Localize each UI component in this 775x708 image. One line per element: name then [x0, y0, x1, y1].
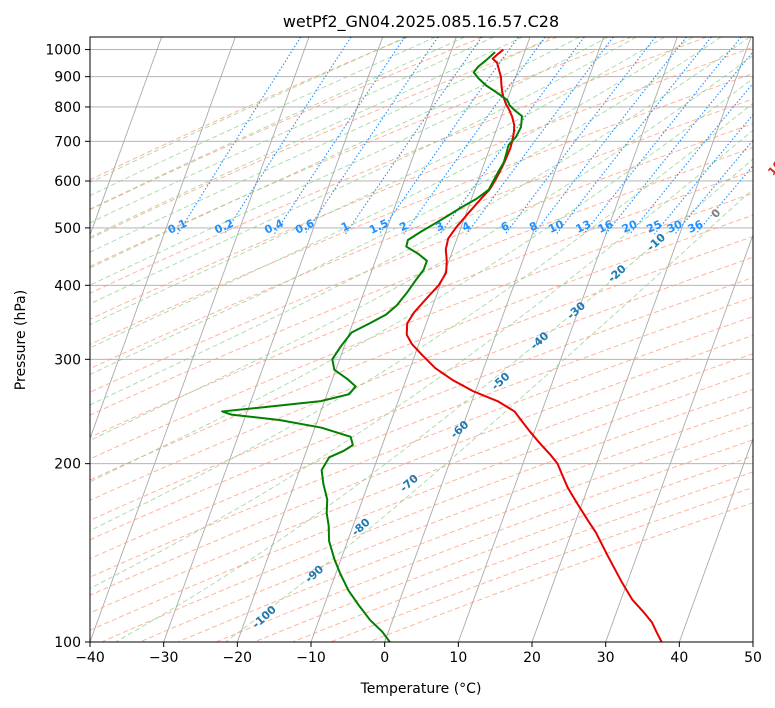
moist-adiabat-line	[225, 188, 753, 642]
x-axis-title: Temperature (°C)	[360, 681, 482, 697]
moist-adiabat-line	[90, 37, 694, 349]
x-tick-label: −20	[223, 650, 253, 666]
dry-adiabat-line	[177, 422, 753, 642]
moist-adiabat-line	[90, 37, 722, 375]
mixing-ratio-line	[605, 50, 753, 235]
isotherm-line	[163, 37, 384, 642]
mixing-ratio-label: 30	[665, 217, 685, 235]
x-tick-label: 30	[597, 650, 615, 666]
moist-adiabat-line	[90, 129, 753, 589]
y-tick-label: 600	[54, 174, 81, 190]
x-tick-label: −40	[75, 650, 105, 666]
y-tick-label: 800	[54, 100, 81, 116]
dry-adiabat-line	[292, 471, 753, 642]
dry-adiabats	[90, 37, 753, 642]
mixing-ratio-label: 13	[574, 218, 593, 236]
moist-adiabat-line	[90, 37, 580, 269]
isotherm-line	[457, 37, 678, 642]
dry-adiabat-line	[90, 192, 753, 460]
y-axis-ticks: 1000 900 800 700 600 500 400 300 200 100	[45, 43, 90, 651]
moist-adiabat-line	[90, 102, 753, 532]
dry-adiabat-line	[90, 37, 483, 211]
y-tick-label: 900	[54, 70, 81, 86]
isotherm-line	[605, 233, 753, 642]
series-lines	[221, 48, 663, 642]
mixing-ratio-line	[654, 113, 753, 235]
x-tick-label: 50	[744, 650, 762, 666]
mixing-ratio-line	[439, 37, 585, 235]
plot-area	[90, 37, 753, 642]
moist-adiabat-line	[90, 37, 494, 224]
mixing-ratio-line	[555, 37, 712, 235]
y-tick-label: 400	[54, 278, 81, 294]
isotherm-line	[90, 37, 236, 440]
mixing-ratio-lines	[177, 37, 753, 235]
isotherm-line	[678, 437, 753, 642]
moist-adiabat-line	[90, 37, 750, 406]
x-tick-label: −10	[296, 650, 326, 666]
dry-adiabat-line	[215, 439, 753, 642]
mixing-ratio-label: 16	[596, 217, 616, 235]
dry-adiabat-line	[90, 98, 753, 370]
y-tick-label: 100	[54, 635, 81, 651]
moist-adiabat-line	[115, 158, 753, 642]
moist-adiabat-line	[90, 55, 753, 441]
dry-adiabat-line	[90, 277, 753, 541]
mixing-ratio-label: 20	[620, 217, 640, 235]
x-tick-label: 20	[523, 650, 541, 666]
mixing-ratio-label: 10	[546, 217, 566, 235]
moist-adiabat-line	[90, 37, 637, 305]
isotherm-line	[310, 37, 531, 642]
moist-adiabat-line	[90, 77, 753, 483]
y-tick-label: 500	[54, 221, 81, 237]
dry-adiabat-line	[90, 334, 753, 596]
dry-adiabat-line	[90, 37, 408, 181]
mixing-ratio-line	[466, 37, 614, 235]
mixing-ratio-line	[304, 37, 439, 235]
moist-adiabat-line	[90, 37, 465, 210]
y-axis-title: Pressure (hPa)	[13, 290, 29, 390]
moist-adiabat-line	[90, 37, 436, 197]
dewpoint-profile-line	[221, 51, 523, 642]
dry-adiabat-line	[90, 353, 753, 614]
mixing-ratio-line	[177, 37, 302, 235]
dry-adiabat-line	[90, 37, 633, 267]
dry-adiabat-line	[90, 146, 753, 416]
x-axis-ticks: −40 −30 −20 −10 0 10 20 30 40 50	[75, 642, 762, 666]
moist-adiabat-line	[90, 37, 523, 238]
dry-adiabat-line	[90, 235, 753, 501]
temperature-profile-line	[405, 48, 663, 642]
x-tick-label: 40	[670, 650, 688, 666]
mixing-ratio-line	[504, 37, 656, 235]
dry-adiabat-line	[90, 371, 753, 631]
dry-adiabat-line	[90, 37, 558, 240]
x-tick-label: −30	[149, 650, 179, 666]
y-tick-label: 1000	[45, 43, 81, 59]
mixing-ratio-line	[583, 37, 742, 235]
x-tick-label: 0	[380, 650, 389, 666]
isotherm-line	[90, 37, 163, 237]
moist-adiabat-line	[90, 37, 407, 183]
y-tick-label: 700	[54, 134, 81, 150]
plot-frame	[89, 36, 754, 643]
chart-title: wetPf2_GN04.2025.085.16.57.C28	[283, 12, 559, 32]
y-tick-label: 200	[54, 457, 81, 473]
mixing-ratio-label: 36	[686, 217, 706, 235]
x-tick-label: 10	[449, 650, 467, 666]
moist-adiabats	[90, 37, 753, 642]
mixing-ratio-line	[223, 37, 352, 235]
moist-adiabat-line	[90, 37, 552, 253]
mixing-ratio-label: 25	[645, 218, 664, 236]
mixing-ratio-line	[345, 37, 483, 235]
moist-adiabat-line	[90, 37, 609, 286]
y-tick-label: 300	[54, 352, 81, 368]
dry-adiabat-line	[90, 316, 753, 578]
mixing-ratio-line	[273, 37, 406, 235]
dry-adiabat-line	[253, 455, 753, 642]
moist-adiabat-label: 10	[765, 158, 775, 178]
isotherm-line	[384, 37, 605, 642]
